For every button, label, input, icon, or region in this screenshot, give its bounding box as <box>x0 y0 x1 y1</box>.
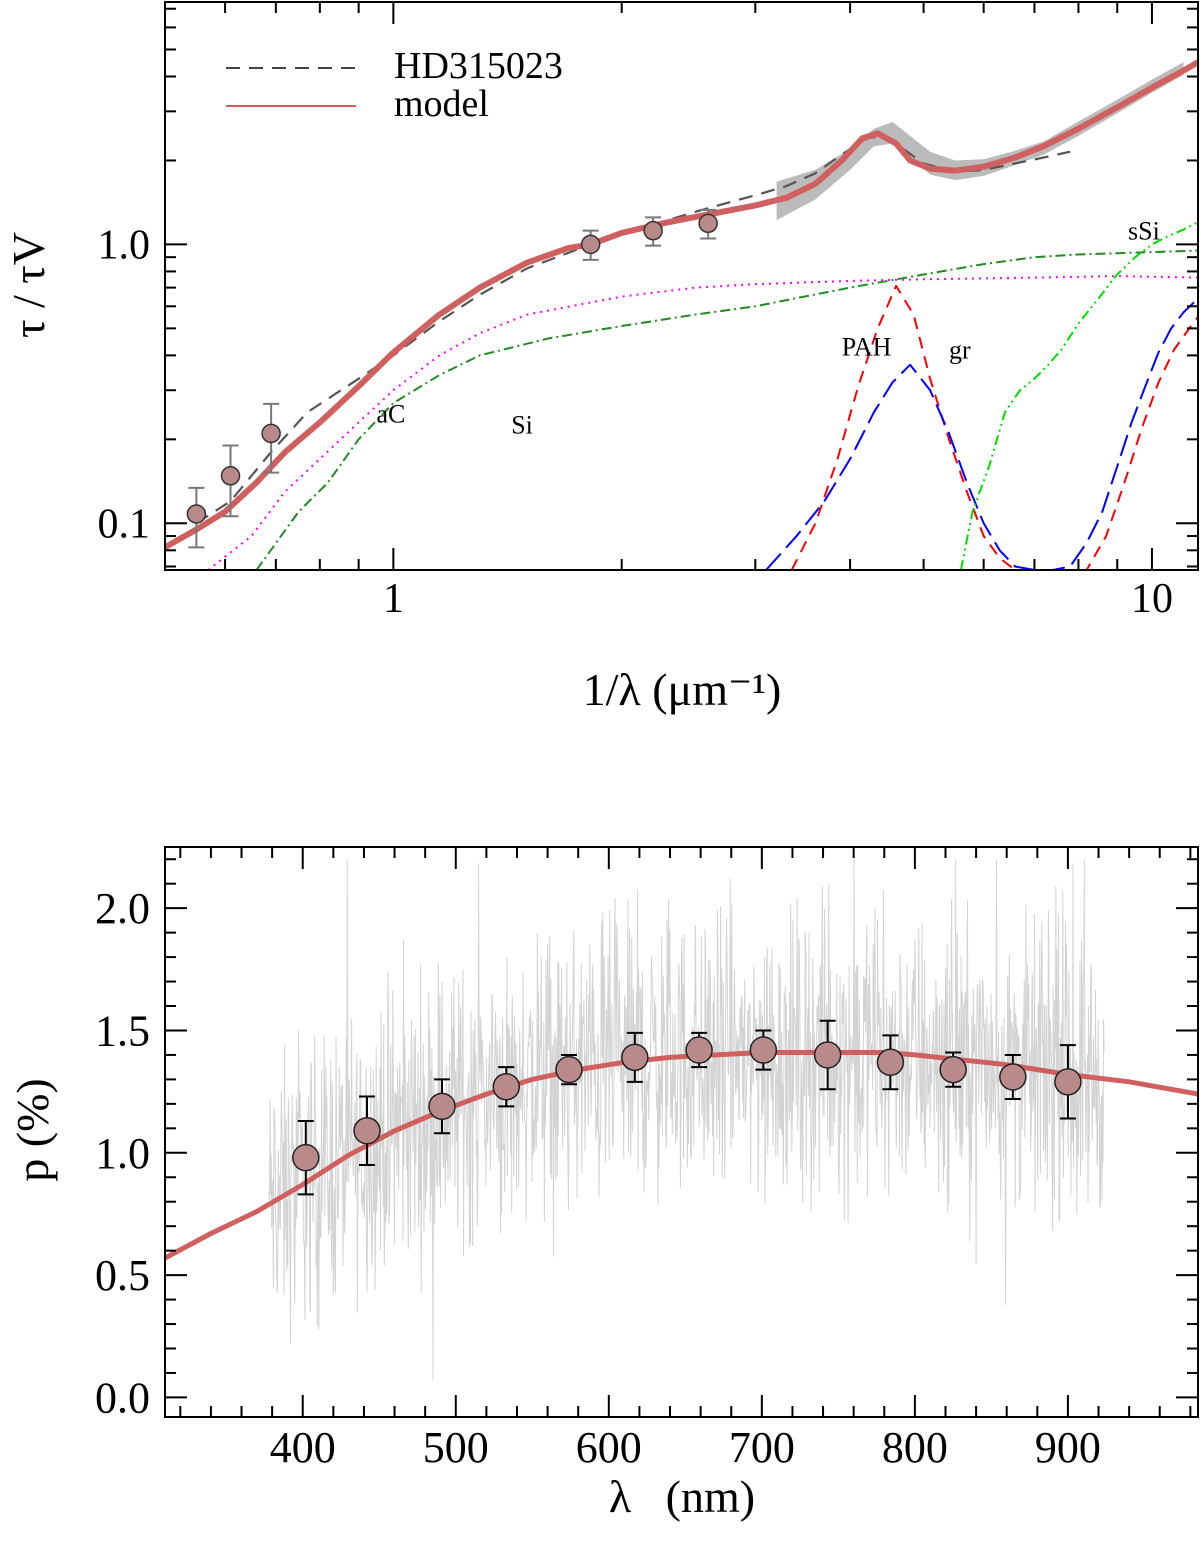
extinction-x-axis-label: 1/λ (μm⁻¹) <box>583 664 782 715</box>
extinction-axes: 1 10 0.1 1.0 <box>98 1 1199 622</box>
series-line-model <box>165 59 1198 550</box>
x-tick-label: 900 <box>1035 1423 1101 1472</box>
x-tick-label: 500 <box>423 1423 489 1472</box>
noise-spectrum <box>268 859 1105 1381</box>
x-tick-label: 10 <box>1131 576 1173 622</box>
data-point <box>876 1048 905 1077</box>
data-point <box>492 1072 521 1101</box>
plot-frame <box>164 1 1199 571</box>
y-tick-label: 1.5 <box>95 1006 150 1055</box>
data-point <box>621 1043 649 1072</box>
x-tick-label: 1 <box>383 576 404 622</box>
x-tick-label: 400 <box>270 1423 336 1472</box>
annotation-pah: PAH <box>842 332 892 361</box>
data-point <box>555 1055 583 1084</box>
series-line-si <box>255 249 1198 570</box>
legend-label-observed: HD315023 <box>394 45 563 87</box>
series-line-ac <box>207 275 1198 570</box>
data-point <box>749 1036 778 1064</box>
data-point <box>220 466 241 486</box>
data-point <box>186 504 207 524</box>
data-point <box>261 423 281 444</box>
x-tick-label: 700 <box>729 1423 795 1472</box>
legend-label-model: model <box>394 83 489 125</box>
uncertainty-band <box>776 62 1184 221</box>
polarization-plot-area <box>165 859 1198 1381</box>
series-line-pah <box>790 284 1198 570</box>
annotation-si: Si <box>511 410 533 439</box>
annotation-ac: aC <box>376 399 405 428</box>
data-point <box>292 1143 320 1172</box>
data-point <box>428 1092 456 1121</box>
y-tick-label: 0.5 <box>95 1251 150 1300</box>
polarization-x-axis-label: λ (nm) <box>609 1471 755 1522</box>
extinction-plot-area <box>165 59 1198 570</box>
annotation-ssi: sSi <box>1128 217 1160 246</box>
series-line-gr <box>765 297 1198 570</box>
y-tick-label: 0.1 <box>98 501 151 547</box>
y-tick-label: 2.0 <box>95 884 150 933</box>
data-point <box>353 1117 381 1145</box>
data-point <box>698 213 718 234</box>
y-tick-label: 1.0 <box>98 222 151 268</box>
y-tick-label: 0.0 <box>95 1373 150 1422</box>
data-point <box>999 1063 1027 1091</box>
series-line-hd315023 <box>195 134 1071 525</box>
polarization-axes: 400 500 600 700 800 900 0.0 0.5 1.0 1.5 2.0 <box>95 846 1199 1472</box>
data-point <box>580 234 601 255</box>
data-point <box>685 1036 713 1064</box>
x-tick-label: 800 <box>882 1423 948 1472</box>
plot-frame <box>164 846 1199 1418</box>
data-point <box>1054 1068 1082 1096</box>
polarization-y-axis-label: p (%) <box>7 1078 58 1181</box>
extinction-y-axis-label: τ / τV <box>3 232 54 338</box>
data-point <box>813 1041 842 1069</box>
x-tick-label: 600 <box>576 1423 642 1472</box>
annotation-gr: gr <box>949 335 971 364</box>
data-point <box>643 220 663 241</box>
polarization-chart: 400 500 600 700 800 900 0.0 0.5 1.0 1.5 2.0 λ (nm)… <box>7 846 1199 1522</box>
series-line-ssi <box>959 221 1198 570</box>
data-point <box>939 1055 967 1084</box>
extinction-annotations: aC Si PAH gr sSi <box>376 217 1159 440</box>
y-tick-label: 1.0 <box>95 1129 150 1178</box>
